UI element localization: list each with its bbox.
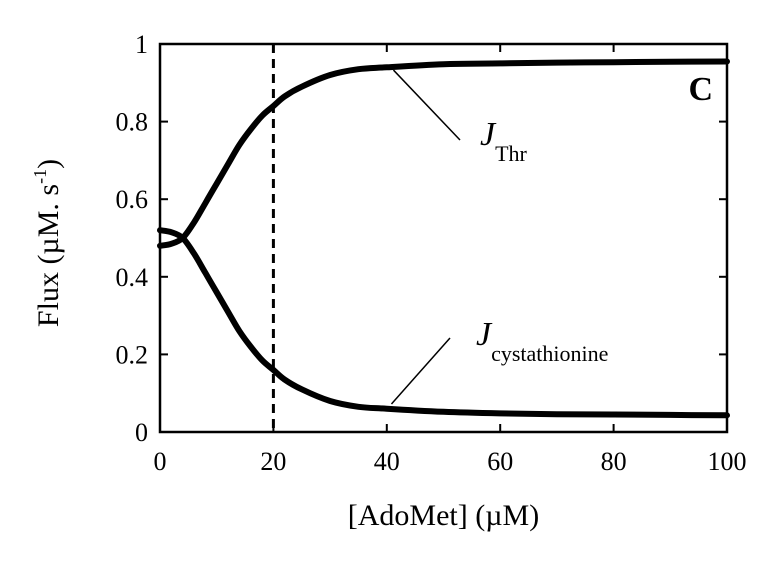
- series-label-cys-sub: cystathionine: [491, 341, 608, 366]
- leader-line-cystathionine: [390, 337, 451, 405]
- y-axis-title: Flux (µM. s-1): [30, 159, 65, 327]
- y-tick-label: 1: [135, 30, 148, 59]
- leader-line-thr: [392, 69, 461, 141]
- y-tick-label: 0.8: [116, 108, 149, 137]
- y-tick-label: 0.4: [116, 263, 149, 292]
- series-label-thr-main: J: [480, 116, 497, 153]
- x-tick-label: 20: [260, 447, 286, 476]
- x-tick-label: 60: [487, 447, 513, 476]
- x-axis-title: [AdoMet] (µM): [348, 499, 539, 532]
- series-label-leaders: [390, 69, 461, 405]
- x-tick-label: 40: [374, 447, 400, 476]
- axis-tick-labels: 0 20 40 60 80 100 0 0.2 0.4 0.6 0.8 1: [116, 30, 747, 476]
- plot-frame: [158, 42, 729, 434]
- y-tick-label: 0.2: [116, 340, 149, 369]
- series-line-cystathionine: [157, 227, 730, 419]
- x-tick-label: 0: [154, 447, 167, 476]
- y-tick-label: 0.6: [116, 185, 149, 214]
- y-tick-label: 0: [135, 418, 148, 447]
- series-label-thr-sub: Thr: [495, 141, 527, 166]
- series-group: [157, 58, 730, 419]
- axis-ticks: [159, 43, 728, 433]
- series-label-cys-main: J: [476, 316, 493, 353]
- series-label-cystathionine: Jcystathionine: [476, 316, 608, 366]
- x-tick-label: 80: [601, 447, 627, 476]
- series-label-thr: JThr: [480, 116, 528, 166]
- y-axis-title-sup: -1: [30, 169, 50, 184]
- y-axis-title-main: Flux (µM. s: [32, 184, 65, 327]
- x-tick-label: 100: [708, 447, 747, 476]
- series-line-thr: [157, 58, 730, 249]
- y-axis-title-close: ): [32, 159, 65, 169]
- panel-label: C: [688, 71, 713, 108]
